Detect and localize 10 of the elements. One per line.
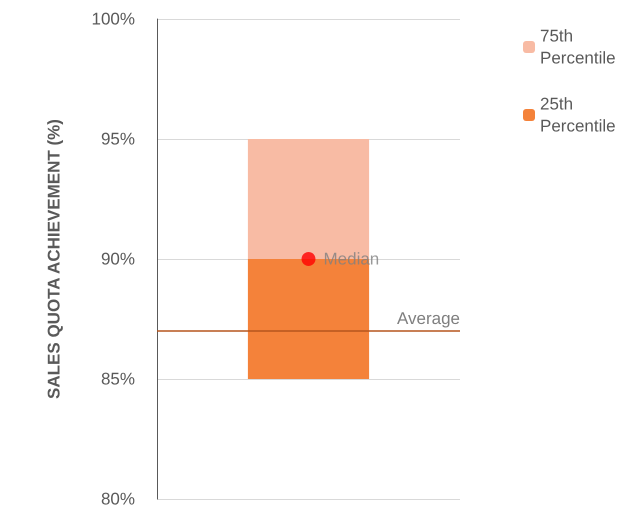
legend-label: 25th Percentile (540, 94, 616, 136)
y-tick-label: 80% (100, 490, 135, 508)
y-tick-label: 90% (100, 250, 135, 268)
ref-line-label: Average (396, 309, 460, 328)
legend-label: 75th Percentile (540, 26, 616, 68)
y-axis-title: SALES QUOTA ACHIEVEMENT (%) (44, 119, 64, 399)
y-tick-label: 95% (100, 130, 135, 148)
y-tick-label: 100% (92, 10, 135, 28)
series-label: Median (324, 250, 380, 268)
y-tick-label: 85% (100, 370, 135, 388)
